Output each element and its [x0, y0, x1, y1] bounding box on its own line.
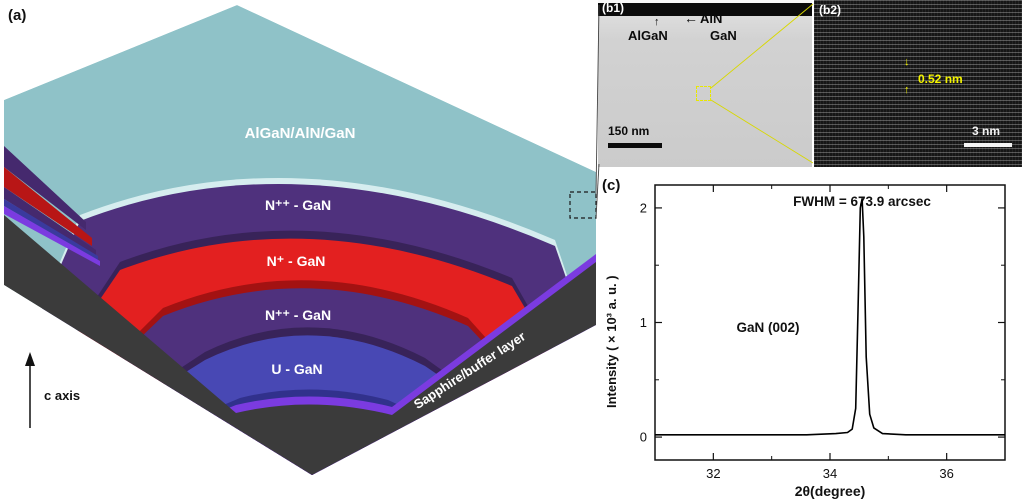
label-u-gan: U - GaN [271, 361, 322, 377]
lattice-spacing-annotation: 0.52 nm [918, 72, 963, 86]
x-axis-label: 2θ(degree) [795, 483, 866, 499]
c-axis-label: c axis [44, 388, 80, 403]
peak-label: GaN (002) [736, 320, 799, 335]
corner-np-side [4, 167, 92, 246]
arrow-up-icon: ↑ [904, 84, 910, 96]
corner-npp1-side [4, 146, 86, 230]
panel-a-schematic: (a) AlGaN/AlN/GaN N⁺⁺ - GaN N⁺ - GaN N⁺⁺… [4, 5, 596, 475]
corner-npp2-side [4, 187, 96, 256]
b2-scale-bar-label: 3 nm [972, 124, 1001, 138]
lattice-fringes [814, 0, 1022, 167]
c-axis-arrow-head [25, 352, 35, 366]
x-tick-label: 32 [706, 466, 720, 481]
aln-annotation: ← AlN [684, 10, 722, 26]
x-tick-label: 34 [823, 466, 837, 481]
xrd-chart: (c) FWHM = 673.9 arcsec GaN (002) 2θ(deg… [602, 177, 1006, 499]
layer-sapphire [4, 215, 596, 475]
b1-top-surface [598, 0, 812, 3]
panel-b2-hrtem-image: (b2) ↓ ↑ 0.52 nm 3 nm [814, 0, 1022, 167]
b2-scale-bar [964, 143, 1012, 147]
y-tick-label: 2 [640, 200, 647, 215]
panel-a-label: (a) [8, 7, 26, 24]
y-tick-label: 0 [640, 430, 647, 445]
panel-b2-label: (b2) [819, 3, 841, 17]
label-algan-aln-gan: AlGaN/AlN/GaN [245, 125, 356, 142]
xrd-curve [655, 197, 1005, 436]
panel-b1-tem-image: (b1) ← AlN ↑ AlGaN GaN 150 nm [598, 0, 812, 167]
y-axis-label: Intensity ( × 10³ a. u. ) [604, 275, 619, 408]
label-npp-gan-2: N⁺⁺ - GaN [265, 307, 331, 323]
b1-scale-bar [608, 143, 662, 148]
arrow-up-icon: ↑ [654, 16, 660, 28]
arrow-down-icon: ↓ [904, 56, 910, 68]
panel-b1-label: (b1) [602, 1, 624, 15]
y-tick-label: 1 [640, 315, 647, 330]
panel-c-label: (c) [602, 177, 620, 194]
label-np-gan: N⁺ - GaN [267, 253, 326, 269]
x-tick-label: 36 [939, 466, 953, 481]
aln-label: AlN [700, 11, 723, 26]
roi-dashed-box [696, 86, 711, 101]
gan-label: GaN [710, 28, 737, 43]
arrow-left-icon: ← [684, 10, 698, 26]
plot-axes-box [654, 184, 1006, 461]
label-npp-gan-1: N⁺⁺ - GaN [265, 197, 331, 213]
corner-u-side [4, 199, 98, 261]
algan-label: AlGaN [628, 28, 668, 43]
b1-scale-bar-label: 150 nm [608, 124, 650, 138]
corner-buffer-side [4, 206, 100, 266]
